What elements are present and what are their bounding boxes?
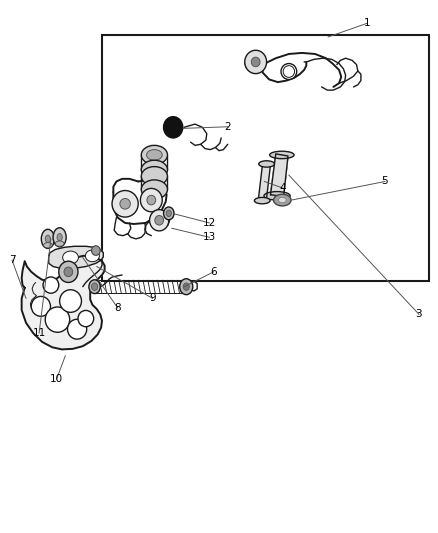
Text: 9: 9 <box>149 293 156 303</box>
Text: 7: 7 <box>9 255 15 265</box>
Ellipse shape <box>53 228 66 247</box>
Ellipse shape <box>85 250 99 262</box>
Ellipse shape <box>41 229 54 248</box>
Text: 5: 5 <box>381 176 388 187</box>
Ellipse shape <box>60 290 81 312</box>
Text: 6: 6 <box>210 267 217 277</box>
Ellipse shape <box>183 283 189 290</box>
Ellipse shape <box>279 197 286 203</box>
Ellipse shape <box>166 210 171 216</box>
Ellipse shape <box>274 194 291 206</box>
Ellipse shape <box>141 180 167 199</box>
Ellipse shape <box>141 167 167 185</box>
Text: 4: 4 <box>279 183 286 193</box>
Ellipse shape <box>155 215 163 225</box>
Ellipse shape <box>259 161 275 167</box>
Ellipse shape <box>43 243 52 248</box>
Ellipse shape <box>147 150 162 160</box>
Ellipse shape <box>78 310 94 327</box>
Polygon shape <box>258 163 271 201</box>
Ellipse shape <box>112 190 138 217</box>
Ellipse shape <box>251 57 260 67</box>
Ellipse shape <box>31 296 50 316</box>
Ellipse shape <box>64 267 73 277</box>
Text: 1: 1 <box>364 18 371 28</box>
Text: 13: 13 <box>203 232 216 243</box>
Ellipse shape <box>55 241 64 246</box>
Ellipse shape <box>163 207 174 220</box>
Text: 12: 12 <box>203 218 216 228</box>
Ellipse shape <box>245 50 267 74</box>
Polygon shape <box>49 246 103 269</box>
Polygon shape <box>21 256 105 350</box>
Text: 2: 2 <box>224 122 231 132</box>
Ellipse shape <box>59 261 78 282</box>
Ellipse shape <box>141 146 167 165</box>
Ellipse shape <box>147 195 155 205</box>
Ellipse shape <box>92 246 100 255</box>
Ellipse shape <box>141 188 162 212</box>
Ellipse shape <box>270 151 294 159</box>
Bar <box>102 35 428 281</box>
Ellipse shape <box>43 277 59 293</box>
Ellipse shape <box>67 319 87 339</box>
Ellipse shape <box>63 251 78 264</box>
Ellipse shape <box>163 117 183 138</box>
Ellipse shape <box>254 197 270 204</box>
Text: 3: 3 <box>416 309 422 319</box>
Ellipse shape <box>57 233 62 241</box>
Ellipse shape <box>45 235 50 243</box>
Ellipse shape <box>281 63 297 79</box>
Ellipse shape <box>45 307 70 332</box>
Ellipse shape <box>120 198 131 209</box>
Text: 11: 11 <box>32 328 46 338</box>
Ellipse shape <box>92 283 98 290</box>
Ellipse shape <box>150 209 169 231</box>
Ellipse shape <box>264 191 290 200</box>
Text: 10: 10 <box>50 374 63 384</box>
Ellipse shape <box>141 160 167 180</box>
Ellipse shape <box>180 279 193 295</box>
Polygon shape <box>271 154 288 196</box>
Text: 8: 8 <box>114 303 121 313</box>
Ellipse shape <box>286 68 292 75</box>
Ellipse shape <box>89 280 100 294</box>
